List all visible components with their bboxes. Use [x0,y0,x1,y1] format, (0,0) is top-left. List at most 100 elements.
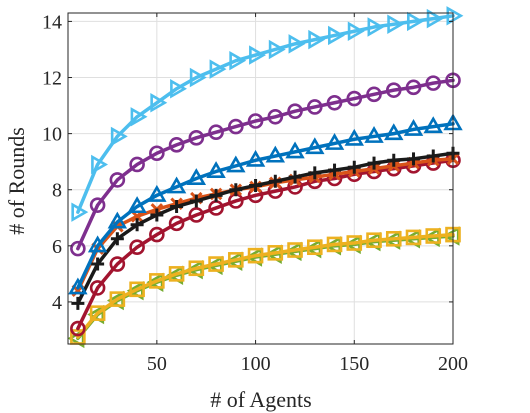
data-point-plus [288,170,302,184]
data-point-circle [129,239,145,256]
data-point-plus [328,163,342,177]
data-point-plus [367,156,381,170]
data-point-plus [189,194,203,208]
data-point-plus [170,200,184,214]
data-point-circle [129,156,145,173]
data-point-square [405,229,422,246]
data-point-square [129,281,145,298]
data-point-triangle-right [328,25,345,46]
data-point-square [267,245,284,261]
data-point-plus [387,153,401,167]
data-point-circle [109,172,126,188]
data-point-triangle-up [285,141,305,159]
data-point-square [247,247,264,264]
data-point-circle [425,75,442,91]
data-point-square [70,329,86,345]
data-point-plus [347,160,361,174]
data-point-circle [208,124,224,141]
data-point-plus [229,183,243,197]
data-point-plus [209,188,223,202]
data-point-triangle-up [245,149,266,167]
data-point-plus [426,149,440,163]
data-point-square [306,239,323,256]
data-point-circle [228,118,244,135]
data-point-triangle-right [426,8,444,29]
data-point-plus [130,218,144,232]
data-point-circle [70,320,86,337]
data-point-triangle-up [423,116,443,134]
data-point-circle [188,130,205,146]
data-point-square [326,236,343,253]
data-point-triangle-right [446,6,464,26]
data-point-circle [168,215,185,232]
data-point-triangle-right [71,202,89,222]
series-group [67,6,464,349]
data-point-triangle-up [68,277,88,295]
data-point-triangle-right [367,17,385,37]
data-point-circle [149,226,165,243]
data-point-triangle-up [226,155,246,173]
data-point-triangle-up [147,184,167,202]
y-tick-label: 6 [52,236,62,258]
data-point-triangle-up [324,133,345,150]
series-3 [68,113,463,295]
data-point-square [89,305,106,321]
data-point-triangle-up [364,126,384,143]
x-axis: 50 100 150 200 [147,13,468,375]
data-point-circle [326,94,343,111]
y-axis: 4 6 8 10 12 14 [42,11,453,314]
data-point-square [287,242,303,258]
series-5 [71,146,460,310]
x-axis-label: # of Agents [210,387,311,412]
y-axis-label: # of Rounds [4,127,29,235]
data-point-triangle-up [403,119,424,136]
data-point-triangle-right [209,59,227,79]
y-tick-label: 12 [42,68,62,90]
series-line [76,232,455,339]
x-tick-label: 100 [241,353,271,375]
data-point-circle [149,145,165,162]
data-point-square [188,260,205,277]
data-point-triangle-up [265,145,286,163]
data-point-square [228,252,244,268]
data-point-triangle-right [91,154,109,175]
series-1 [71,6,464,222]
data-point-triangle-left [245,247,263,267]
data-point-circle [306,99,323,115]
data-point-square [168,266,185,282]
series-7 [70,226,461,345]
x-tick-label: 150 [339,353,369,375]
data-point-square [425,228,442,244]
data-point-triangle-up [344,128,365,146]
data-point-square [149,273,165,289]
data-point-square [366,232,382,249]
data-point-triangle-left [146,272,164,293]
data-point-triangle-left [87,304,105,325]
data-point-circle [287,103,303,119]
data-point-square [208,256,224,272]
data-point-circle [168,137,185,153]
data-point-circle [89,280,106,296]
y-tick-label: 10 [42,124,62,146]
data-point-square [385,231,402,247]
data-point-circle [70,240,86,257]
data-point-square [109,291,126,307]
data-point-triangle-right [130,107,148,127]
data-point-circle [247,113,264,129]
data-point-triangle-right [268,39,286,60]
data-point-triangle-right [288,34,306,54]
x-tick-label: 200 [438,353,468,375]
y-tick-label: 14 [42,11,62,33]
data-point-triangle-right [347,21,365,41]
data-point-triangle-up [186,168,207,185]
data-point-triangle-up [107,211,128,229]
data-point-plus [308,166,322,180]
series-4 [71,152,460,297]
data-point-plus [71,296,85,310]
data-point-triangle-right [308,29,326,50]
data-point-triangle-left [225,251,243,271]
data-point-triangle-right [189,67,207,88]
data-point-circle [385,82,402,98]
data-point-circle [89,197,106,213]
data-point-plus [407,152,421,166]
